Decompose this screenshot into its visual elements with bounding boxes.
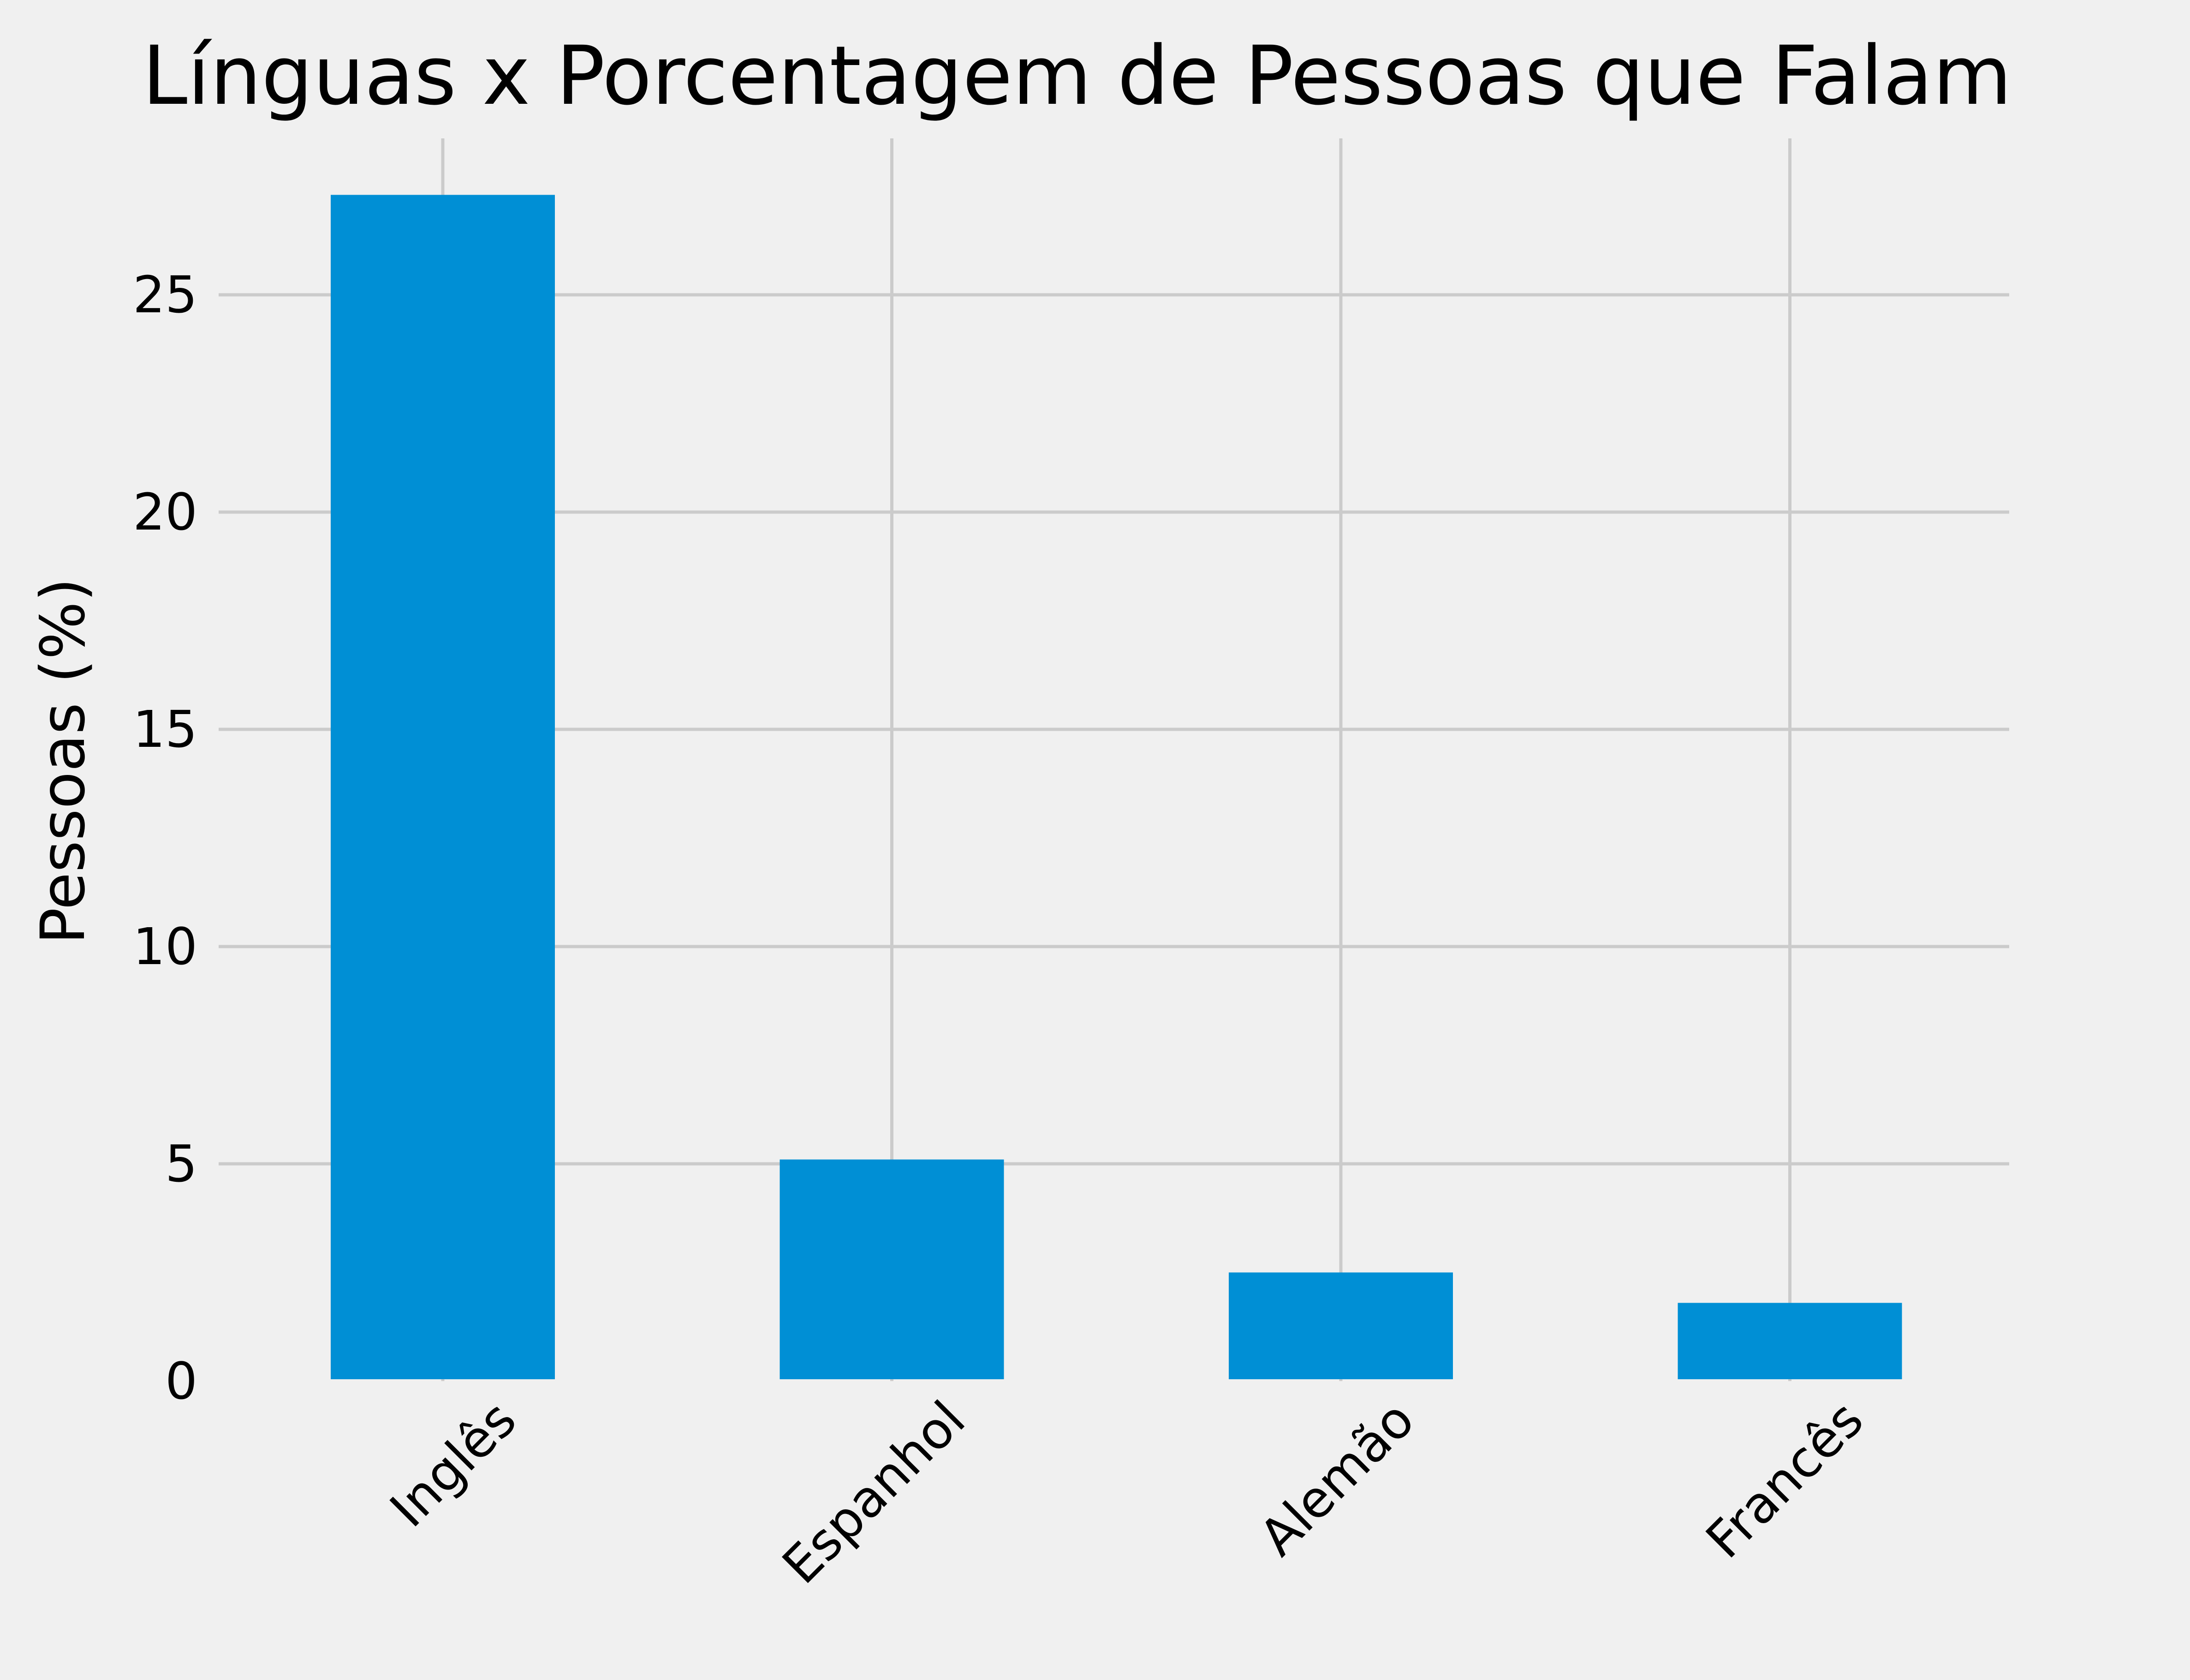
y-tick-label: 20 bbox=[133, 483, 197, 542]
chart-title: Línguas x Porcentagem de Pessoas que Fal… bbox=[142, 29, 2012, 123]
y-tick-label: 15 bbox=[133, 700, 197, 759]
bar bbox=[1678, 1303, 1902, 1379]
bar bbox=[1229, 1272, 1453, 1379]
bar bbox=[780, 1159, 1004, 1379]
bar bbox=[331, 195, 555, 1379]
y-tick-label: 5 bbox=[165, 1134, 197, 1193]
y-tick-label: 25 bbox=[133, 265, 197, 324]
y-tick-label: 0 bbox=[165, 1352, 197, 1411]
y-tick-labels: 0 5 10 15 20 25 bbox=[133, 265, 197, 1411]
bars bbox=[331, 195, 1902, 1379]
y-axis-label: Pessoas (%) bbox=[28, 578, 99, 944]
y-tick-label: 10 bbox=[133, 917, 197, 976]
